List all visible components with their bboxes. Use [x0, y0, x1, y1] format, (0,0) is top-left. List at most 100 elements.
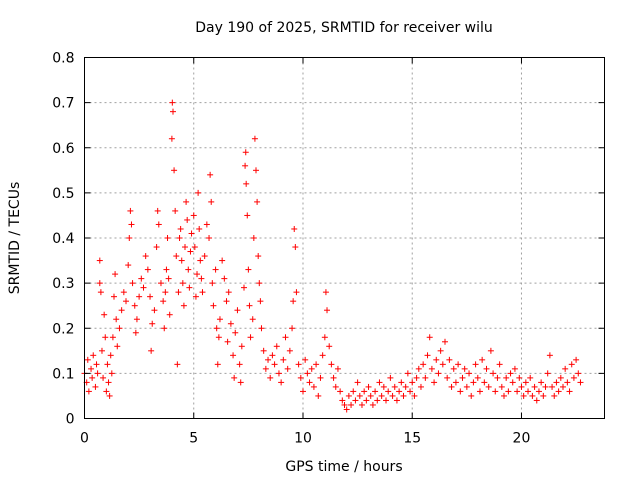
data-point: [324, 307, 331, 314]
data-point: [196, 225, 203, 232]
x-tick-label: 20: [513, 431, 531, 447]
data-point: [573, 356, 580, 363]
data-point: [442, 338, 449, 345]
data-point: [185, 266, 192, 273]
data-point: [118, 307, 125, 314]
data-point: [182, 244, 189, 251]
data-point: [385, 388, 392, 395]
data-point: [374, 397, 381, 404]
data-point: [92, 383, 99, 390]
data-point: [293, 289, 300, 296]
data-point: [142, 253, 149, 260]
data-point: [201, 253, 208, 260]
data-point: [242, 149, 249, 156]
data-point: [452, 379, 459, 386]
chart-title: Day 190 of 2025, SRMTID for receiver wil…: [195, 20, 493, 36]
data-point: [546, 352, 553, 359]
data-point: [525, 388, 532, 395]
data-point: [168, 135, 175, 142]
data-point: [153, 244, 160, 251]
data-point: [290, 298, 297, 305]
data-point: [155, 221, 162, 228]
data-point: [157, 280, 164, 287]
axis-ticks: [84, 57, 605, 419]
data-point: [302, 356, 309, 363]
data-point: [535, 388, 542, 395]
data-point: [224, 338, 231, 345]
data-point: [120, 289, 127, 296]
data-point: [163, 266, 170, 273]
data-point: [426, 334, 433, 341]
data-point: [417, 383, 424, 390]
data-point: [215, 334, 222, 341]
data-point: [258, 325, 265, 332]
data-point: [282, 334, 289, 341]
data-point: [378, 392, 385, 399]
data-point: [481, 379, 488, 386]
data-point: [255, 253, 262, 260]
data-point: [188, 230, 195, 237]
data-point: [126, 235, 133, 241]
data-point: [271, 361, 278, 368]
data-point: [411, 392, 418, 399]
x-tick-label: 10: [294, 431, 312, 447]
data-point: [544, 370, 551, 377]
data-point: [243, 180, 250, 187]
data-point: [98, 347, 105, 354]
data-point: [172, 207, 179, 214]
data-point: [566, 388, 573, 395]
data-point: [291, 225, 298, 232]
data-point: [190, 212, 197, 219]
data-point: [114, 343, 121, 350]
data-point: [90, 352, 97, 359]
data-point: [206, 235, 213, 241]
data-point: [184, 216, 191, 223]
data-point: [365, 383, 372, 390]
data-point: [245, 266, 252, 273]
data-point: [476, 388, 483, 395]
data-point: [207, 171, 214, 178]
data-point: [542, 383, 549, 390]
data-point: [564, 379, 571, 386]
data-point: [180, 302, 187, 309]
data-point: [570, 374, 577, 381]
data-point: [103, 388, 110, 395]
data-point: [444, 374, 451, 381]
data-point: [555, 388, 562, 395]
data-points: [81, 99, 584, 413]
data-point: [230, 352, 237, 359]
data-point: [269, 352, 276, 359]
y-tick-label: 0.1: [52, 366, 74, 382]
data-point: [136, 293, 143, 300]
data-point: [138, 275, 145, 282]
data-point: [244, 212, 251, 219]
data-point: [455, 361, 462, 368]
data-point: [194, 271, 201, 278]
data-point: [553, 379, 560, 386]
data-point: [250, 235, 257, 241]
data-point: [225, 289, 232, 296]
data-point: [310, 383, 317, 390]
data-point: [127, 207, 134, 214]
data-point: [187, 248, 194, 255]
data-point: [332, 383, 339, 390]
data-point: [169, 108, 176, 115]
data-point: [398, 379, 405, 386]
data-point: [400, 392, 407, 399]
data-point: [123, 298, 130, 305]
data-point: [260, 347, 267, 354]
data-point: [463, 383, 470, 390]
data-point: [199, 289, 206, 296]
data-point: [505, 388, 512, 395]
data-point: [242, 162, 249, 169]
data-point: [162, 289, 169, 296]
data-point: [295, 361, 302, 368]
data-point: [549, 383, 556, 390]
data-point: [286, 347, 293, 354]
data-point: [89, 374, 96, 381]
data-point: [358, 401, 365, 408]
data-point: [213, 325, 220, 332]
data-point: [149, 320, 156, 327]
data-point: [212, 266, 219, 273]
